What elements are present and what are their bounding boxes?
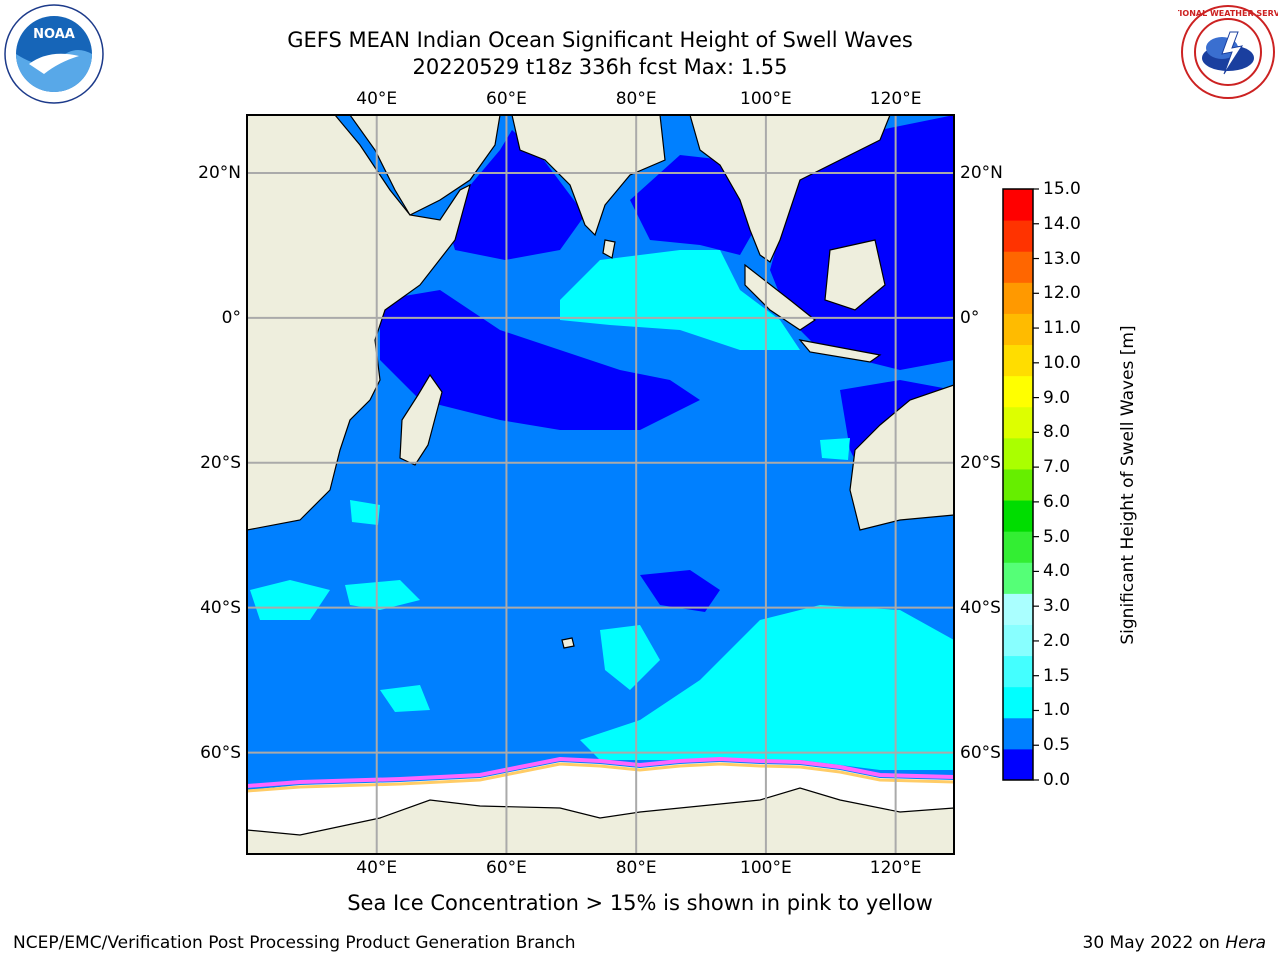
colorbar-tick-label: 3.0 [1043,596,1071,617]
noaa-logo: NOAA [4,4,104,104]
lon-tick-label-top: 80°E [615,89,657,109]
land-southeast-asia [689,115,891,263]
footer-credit: NCEP/EMC/Verification Post Processing Pr… [13,933,576,953]
lon-tick-label-top: 100°E [740,89,792,109]
colorbar-segment [1003,344,1033,377]
lon-tick-label-bottom: 80°E [615,858,657,878]
land-africa [247,115,471,531]
lon-tick-label-bottom: 100°E [740,858,792,878]
chart-title: GEFS MEAN Indian Ocean Significant Heigh… [287,28,913,52]
land-madagascar [399,373,443,466]
lon-tick-label-bottom: 40°E [356,858,398,878]
colorbar-segment [1003,220,1033,252]
colorbar-tick-label: 8.0 [1043,422,1071,443]
colorbar-segment [1003,437,1033,470]
land-australia [849,384,954,531]
colorbar-tick-label: 9.0 [1043,387,1071,408]
land-sumatra [744,263,817,331]
colorbar-segment [1003,686,1033,719]
footer-host: Hera [1225,933,1266,953]
lon-tick-label-bottom: 60°E [486,858,527,878]
colorbar-tick-label: 5.0 [1043,526,1071,547]
noaa-logo-text: NOAA [33,27,75,42]
colorbar-tick-label: 1.5 [1043,665,1071,686]
lon-tick-label-top: 40°E [356,89,398,109]
colorbar-segment [1003,282,1033,314]
colorbar-segment [1003,655,1033,688]
ice-edge-pink [247,756,954,788]
land-borneo [824,239,886,311]
chart-subtitle: 20220529 t18z 336h fcst Max: 1.55 [412,55,788,79]
colorbar-segment [1003,717,1033,750]
land-sri-lanka [602,239,616,259]
colorbar-tick-label: 1.0 [1043,700,1071,721]
colorbar-frame [1002,188,1034,781]
land-masses [247,115,954,854]
lat-tick-label-left: 20°S [200,452,241,473]
colorbar-segment [1003,468,1033,501]
colorbar-tick-label: 13.0 [1043,248,1081,269]
land-arabia [349,115,501,216]
lon-tick-label-bottom: 120°E [869,858,922,878]
colorbar-segment [1003,531,1033,563]
colorbar-tick-label: 15.0 [1043,179,1081,199]
land-java [798,339,882,363]
colorbar-tick-label: 12.0 [1043,283,1081,304]
colorbar-tick-label: 4.0 [1043,561,1071,582]
map-frame [246,114,955,855]
colorbar-tick-label: 0.5 [1043,735,1071,756]
ice-edge-yellow [247,762,954,793]
lat-tick-label-right: 0° [960,307,980,328]
lat-tick-label-left: 40°S [200,597,241,618]
colorbar-segment [1003,375,1033,408]
colorbar-segment [1003,593,1033,625]
nws-logo: NATIONAL WEATHER SERVICE [1162,4,1280,100]
colorbar-segment [1003,189,1033,221]
lat-tick-label-right: 20°S [960,452,1001,473]
colorbar-tick-label: 6.0 [1043,491,1071,512]
sea-ice-caption: Sea Ice Concentration > 15% is shown in … [347,891,933,915]
colorbar-tick-label: 7.0 [1043,457,1071,478]
footer-date-text: 30 May 2022 on [1082,933,1226,953]
lat-tick-label-left: 20°N [198,162,241,183]
colorbar-tick-label: 11.0 [1043,318,1081,339]
nws-logo-text: NATIONAL WEATHER SERVICE [1178,9,1278,18]
colorbar-segment [1003,624,1033,657]
colorbar-tick-label: 10.0 [1043,352,1081,373]
colorbar-segment [1003,562,1033,594]
colorbar [1002,188,1039,781]
lat-tick-label-left: 0° [221,307,241,328]
lat-tick-label-right: 60°S [960,742,1001,763]
lat-tick-label-left: 60°S [200,742,241,763]
colorbar-segment [1003,500,1033,532]
colorbar-segment [1003,251,1033,283]
colorbar-tick-label: 0.0 [1043,770,1071,790]
colorbar-segment [1003,748,1033,781]
colorbar-tick-label: 14.0 [1043,213,1081,234]
lat-tick-label-right: 40°S [960,597,1001,618]
colorbar-segment [1003,313,1033,346]
footer-date: 30 May 2022 on Hera [1083,933,1267,953]
land-india [511,115,666,237]
colorbar-tick-label: 2.0 [1043,630,1071,651]
lon-tick-label-top: 60°E [486,89,527,109]
lat-tick-label-right: 20°N [960,162,1003,183]
lon-tick-label-top: 120°E [869,89,922,109]
grid-lines [247,115,954,854]
moderate-swell-regions [250,250,954,770]
colorbar-segment [1003,406,1033,439]
land-antarctica [247,787,954,854]
land-kerguelen [561,637,575,649]
colorbar-label: Significant Height of Swell Waves [m] [1118,325,1138,645]
